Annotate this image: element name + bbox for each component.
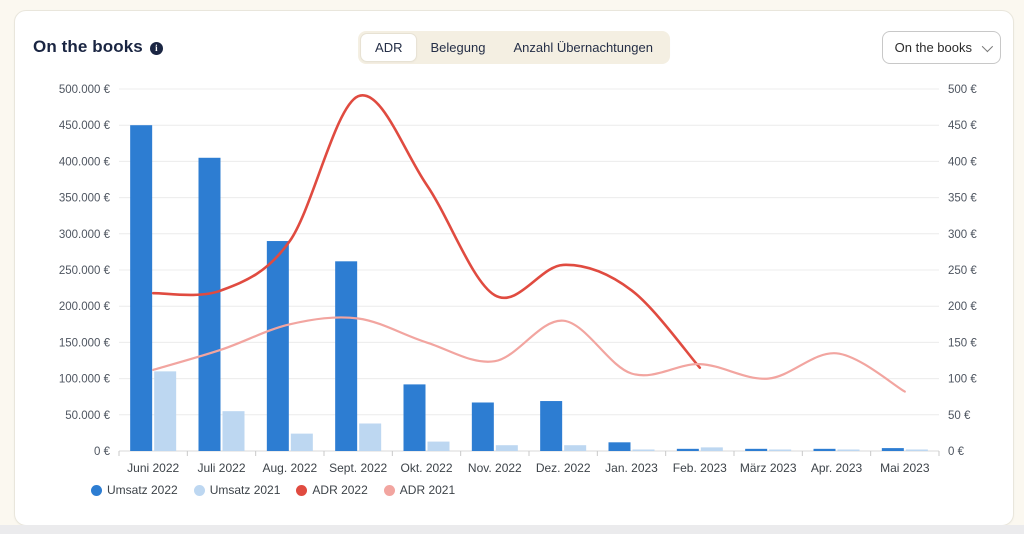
bar-umsatz-2021[interactable]: [290, 433, 313, 451]
bar-umsatz-2021[interactable]: [564, 445, 587, 451]
x-axis-label: Dez. 2022: [536, 461, 591, 475]
bar-umsatz-2021[interactable]: [905, 449, 928, 452]
y-axis-right-label: 200 €: [948, 301, 977, 313]
y-axis-left-label: 300.000 €: [59, 229, 111, 241]
chart-legend: Umsatz 2022 Umsatz 2021 ADR 2022 ADR 2021: [91, 483, 455, 497]
chart-area: 500.000 € 500 € 450.000 € 450 € 400.000 € 400…: [17, 79, 1009, 477]
info-icon[interactable]: i: [149, 41, 163, 55]
bar-umsatz-2021[interactable]: [495, 445, 518, 451]
x-axis-label: Juli 2022: [197, 461, 245, 475]
y-axis-right-label: 300 €: [948, 229, 977, 241]
legend-label: ADR 2022: [312, 483, 368, 497]
bar-umsatz-2022[interactable]: [403, 384, 426, 451]
bar-umsatz-2022[interactable]: [198, 157, 221, 451]
y-axis-left-label: 200.000 €: [59, 301, 111, 313]
y-axis-left-label: 250.000 €: [59, 265, 111, 277]
bar-umsatz-2022[interactable]: [335, 261, 358, 451]
bar-umsatz-2022[interactable]: [676, 448, 699, 451]
legend-label: Umsatz 2021: [209, 483, 281, 497]
y-axis-left-label: 100.000 €: [59, 374, 111, 386]
x-axis-label: Juni 2022: [127, 461, 179, 475]
legend-item[interactable]: ADR 2021: [383, 483, 456, 497]
page-title: On the books: [33, 37, 143, 56]
x-axis-label: Jan. 2023: [605, 461, 658, 475]
y-axis-right-label: 350 €: [948, 193, 977, 205]
y-axis-left-label: 50.000 €: [65, 410, 110, 422]
x-axis-label: Mai 2023: [880, 461, 930, 475]
legend-dot: [91, 484, 102, 496]
y-axis-left-label: 450.000 €: [59, 120, 111, 132]
bar-umsatz-2022[interactable]: [540, 401, 563, 451]
bar-umsatz-2021[interactable]: [359, 423, 382, 451]
bar-umsatz-2022[interactable]: [745, 448, 768, 451]
legend-label: Umsatz 2022: [107, 483, 178, 497]
bar-umsatz-2021[interactable]: [632, 449, 655, 452]
bar-umsatz-2021[interactable]: [222, 411, 245, 451]
y-axis-left-label: 400.000 €: [59, 156, 111, 168]
bar-umsatz-2022[interactable]: [813, 448, 836, 451]
bar-umsatz-2021[interactable]: [700, 447, 723, 451]
y-axis-right-label: 0 €: [948, 446, 965, 458]
bar-umsatz-2022[interactable]: [608, 442, 631, 451]
line-adr-2021[interactable]: [152, 316, 906, 393]
metric-tab-group: ADR Belegung Anzahl Übernachtungen: [358, 31, 670, 64]
y-axis-right-label: 250 €: [948, 265, 977, 277]
chevron-down-icon: [981, 40, 994, 52]
legend-item[interactable]: Umsatz 2022: [91, 483, 178, 497]
legend-item[interactable]: ADR 2022: [296, 483, 368, 497]
view-select-dropdown[interactable]: On the books: [881, 31, 1001, 64]
dropdown-value: On the books: [894, 40, 972, 55]
y-axis-right-label: 450 €: [948, 120, 977, 132]
y-axis-left-label: 0 €: [94, 446, 111, 458]
legend-item[interactable]: Umsatz 2021: [193, 483, 281, 497]
card-header: On the books i ADR Belegung Anzahl Übern…: [15, 11, 1013, 75]
x-axis-label: März 2023: [740, 461, 797, 475]
legend-dot: [383, 484, 395, 496]
x-axis-label: Feb. 2023: [673, 461, 727, 475]
tab-belegung[interactable]: Belegung: [430, 40, 486, 55]
legend-dot: [296, 484, 308, 496]
bar-umsatz-2021[interactable]: [154, 371, 177, 451]
bar-umsatz-2022[interactable]: [881, 448, 904, 451]
page-bottom-strip: [0, 525, 1024, 534]
on-the-books-card: On the books i ADR Belegung Anzahl Übern…: [14, 10, 1014, 526]
chart-canvas[interactable]: 500.000 € 500 € 450.000 € 450 € 400.000 € 400…: [17, 79, 1009, 477]
legend-label: ADR 2021: [399, 483, 456, 497]
line-adr-2022[interactable]: [151, 94, 702, 369]
x-axis-label: Sept. 2022: [329, 461, 387, 475]
legend-dot: [193, 484, 205, 496]
y-axis-right-label: 500 €: [948, 84, 977, 96]
y-axis-right-label: 100 €: [948, 374, 977, 386]
title-wrap: On the books i: [33, 37, 163, 57]
tab-adr[interactable]: ADR: [361, 34, 417, 61]
x-axis-label: Nov. 2022: [468, 461, 522, 475]
y-axis-right-label: 400 €: [948, 156, 977, 168]
y-axis-left-label: 150.000 €: [59, 337, 111, 349]
bar-umsatz-2022[interactable]: [130, 125, 153, 451]
bar-umsatz-2022[interactable]: [266, 241, 289, 451]
x-axis-label: Aug. 2022: [262, 461, 317, 475]
y-axis-right-label: 150 €: [948, 337, 977, 349]
bar-umsatz-2021[interactable]: [427, 441, 450, 451]
y-axis-left-label: 350.000 €: [59, 193, 111, 205]
y-axis-left-label: 500.000 €: [59, 84, 111, 96]
bar-umsatz-2022[interactable]: [471, 402, 494, 451]
bar-umsatz-2021[interactable]: [837, 449, 860, 452]
y-axis-right-label: 50 €: [948, 410, 971, 422]
x-axis-label: Okt. 2022: [400, 461, 452, 475]
tab-anzahl-uebernachtungen[interactable]: Anzahl Übernachtungen: [513, 40, 653, 55]
x-axis-label: Apr. 2023: [811, 461, 863, 475]
bar-umsatz-2021[interactable]: [769, 449, 792, 452]
